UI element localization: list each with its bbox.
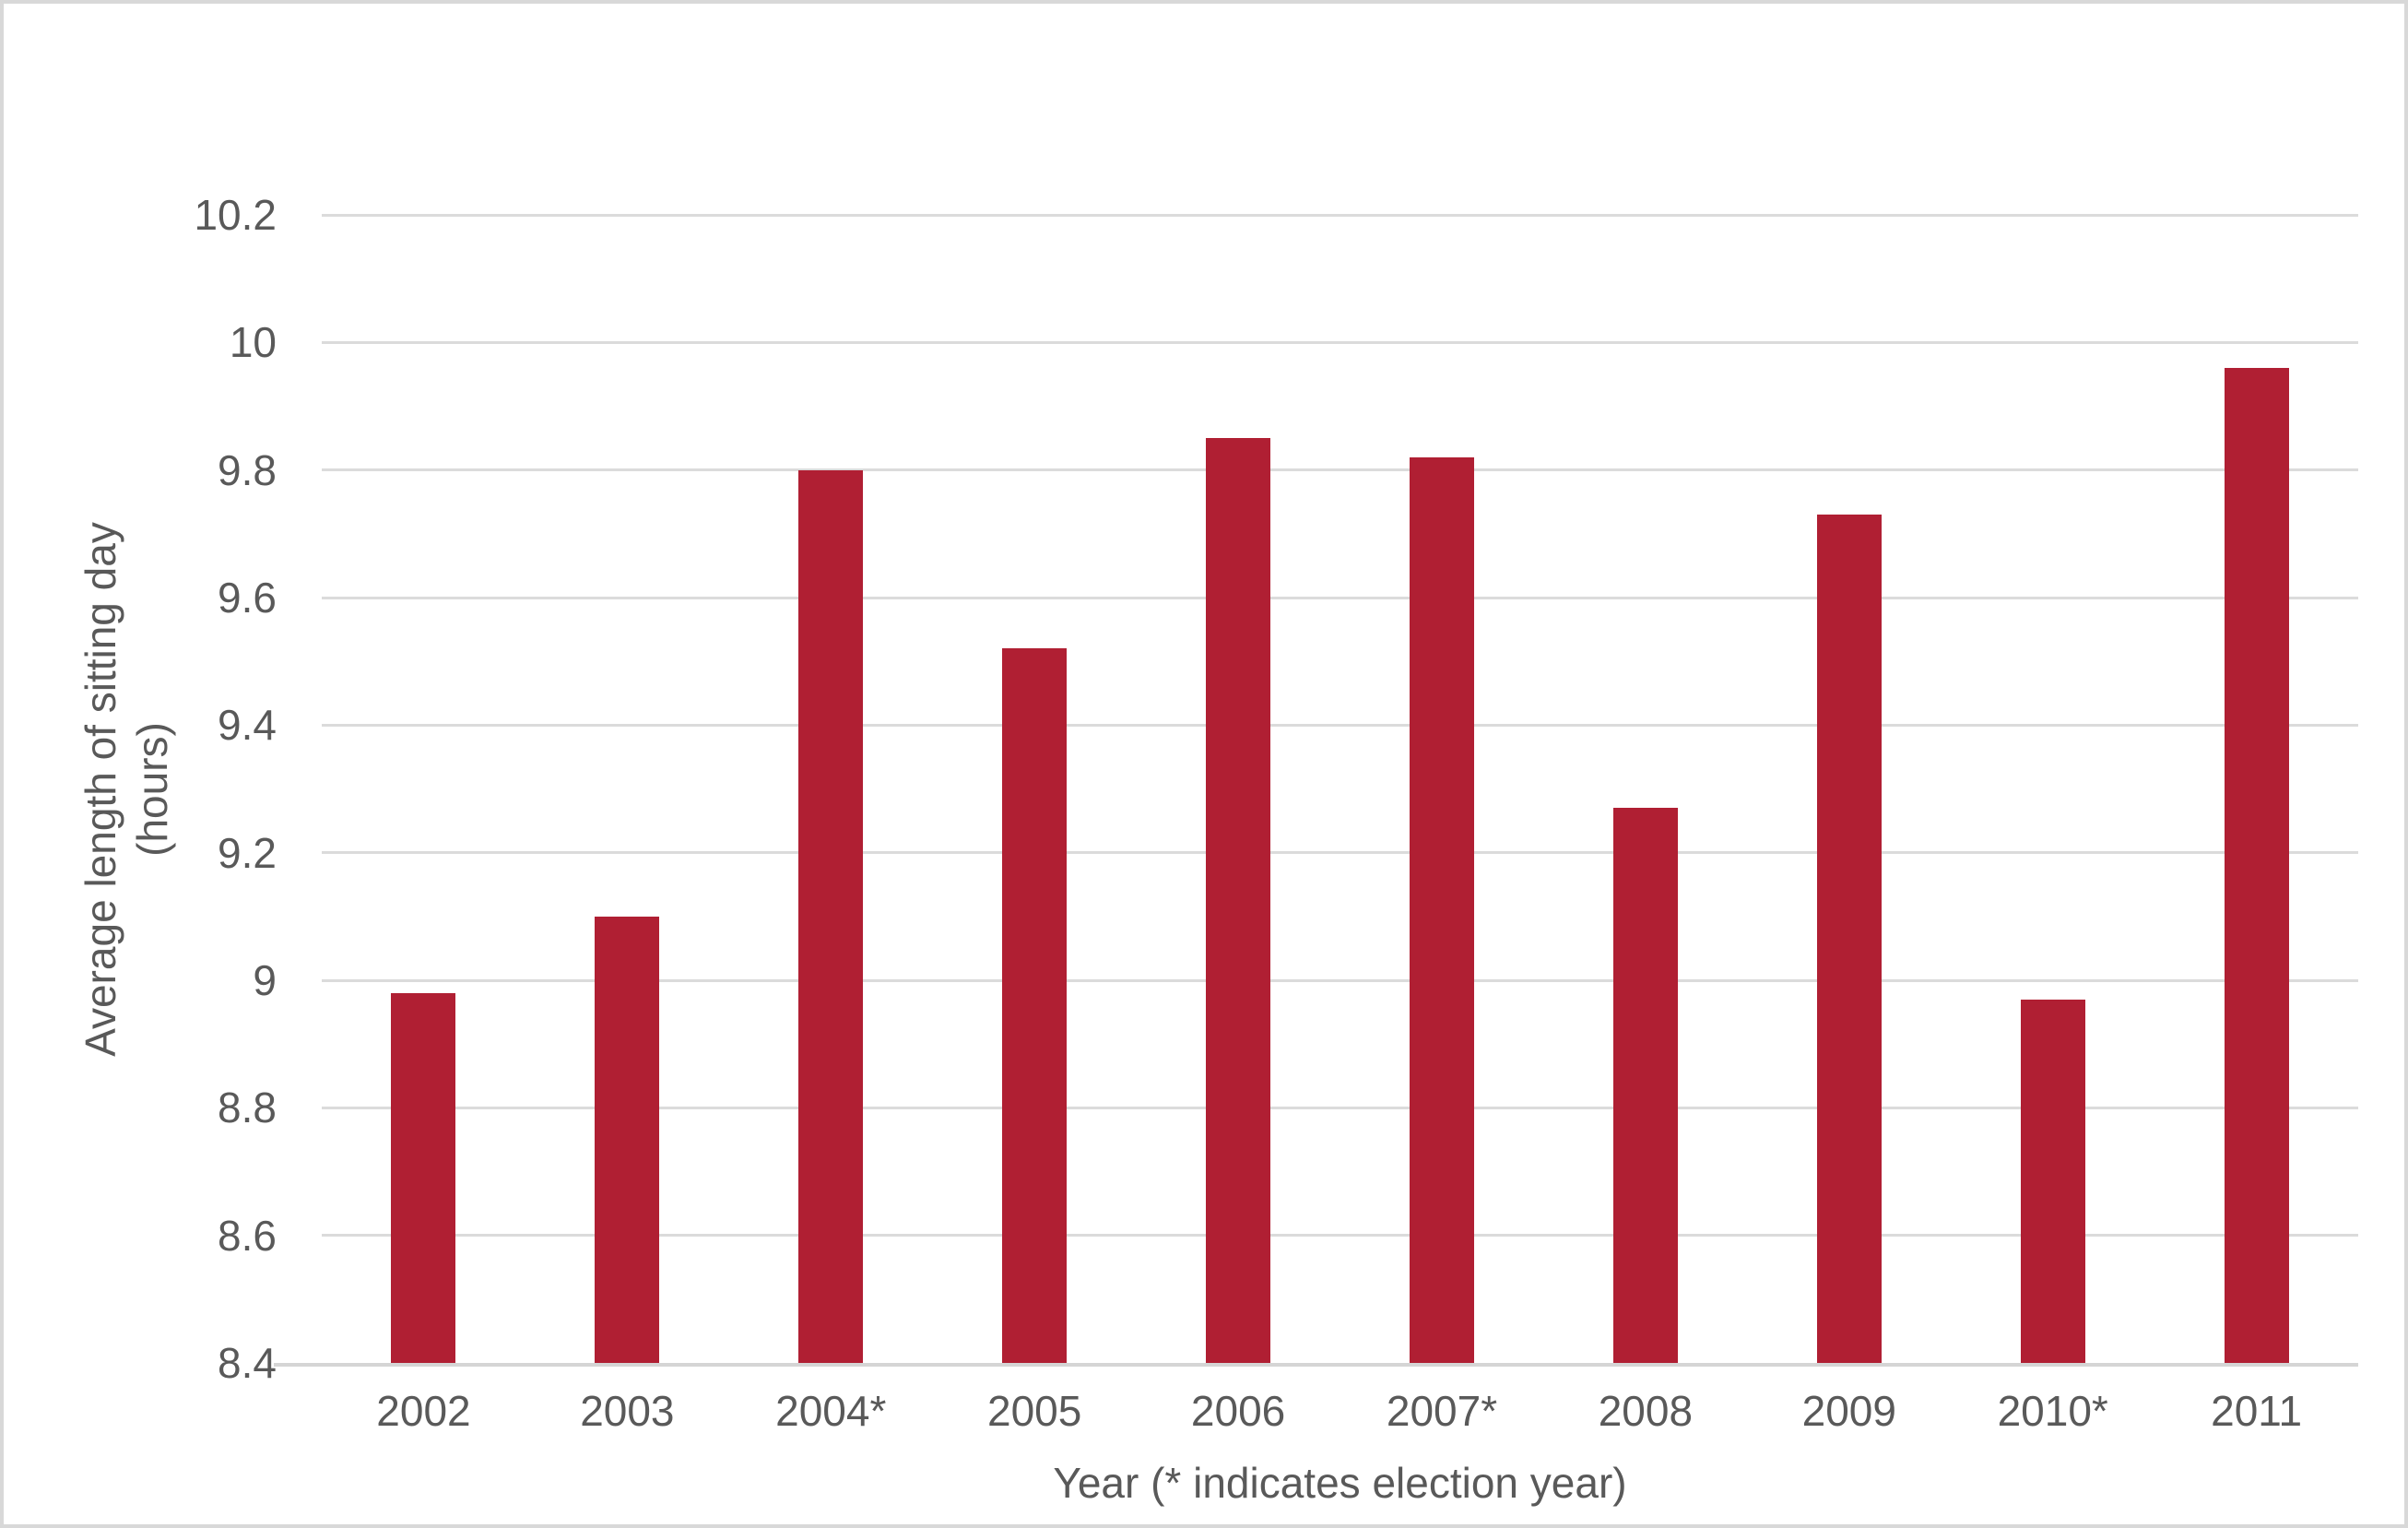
gridline <box>322 1106 2358 1109</box>
x-tick-label: 2005 <box>987 1387 1082 1435</box>
bar-2009 <box>1816 515 1882 1363</box>
gridline <box>322 851 2358 855</box>
gridline <box>322 213 2358 217</box>
gridline <box>322 978 2358 982</box>
bar-slot <box>1340 215 1544 1363</box>
y-tick-label: 10 <box>229 318 277 367</box>
plot-area <box>322 213 2358 1363</box>
bar-2004* <box>798 469 864 1363</box>
x-tick-label: 2002 <box>376 1387 471 1435</box>
x-tick-label: 2004* <box>775 1387 887 1435</box>
y-tick-label: 9 <box>253 955 277 1004</box>
x-tick-label: 2008 <box>1598 1387 1694 1435</box>
gridline <box>322 468 2358 472</box>
bar-2011 <box>2224 368 2289 1363</box>
bar-slot <box>322 215 525 1363</box>
gridline <box>322 1234 2358 1238</box>
bar-2006 <box>1206 438 1271 1363</box>
bar-slot <box>729 215 933 1363</box>
bar-2002 <box>391 992 456 1363</box>
gridline <box>322 723 2358 727</box>
bar-slot <box>1543 215 1747 1363</box>
bar-2007* <box>1409 456 1474 1363</box>
x-tick-label: 2009 <box>1801 1387 1896 1435</box>
bar-slot <box>1747 215 1951 1363</box>
y-tick-label: 9.6 <box>218 573 277 622</box>
x-axis-title: Year (* indicates election year) <box>1053 1459 1627 1507</box>
x-tick-label: 2011 <box>2211 1387 2303 1435</box>
y-tick-label: 8.6 <box>218 1211 277 1260</box>
bar-slot <box>525 215 729 1363</box>
y-tick-label: 10.2 <box>194 191 277 239</box>
bar-2003 <box>595 916 660 1363</box>
gridline <box>322 340 2358 344</box>
x-axis-line <box>274 1363 2358 1367</box>
bar-slot <box>1137 215 1340 1363</box>
x-axis-tick-labels: 2002 2003 2004* 2005 2006 2007* 2008 2009 2010* 2… <box>322 1387 2358 1435</box>
bar-slot <box>933 215 1137 1363</box>
gridline <box>322 596 2358 599</box>
bar-2008 <box>1612 808 1678 1363</box>
y-tick-label: 9.4 <box>218 701 277 750</box>
bar-2005 <box>1002 648 1068 1363</box>
y-tick-label: 9.2 <box>218 828 277 877</box>
x-tick-label: 2007* <box>1386 1387 1498 1435</box>
y-tick-label: 8.8 <box>218 1084 277 1132</box>
y-tick-label: 8.4 <box>218 1339 277 1387</box>
y-tick-label: 9.8 <box>218 445 277 494</box>
x-tick-label: 2006 <box>1190 1387 1286 1435</box>
bar-2010* <box>2020 999 2085 1363</box>
x-tick-label: 2010* <box>1997 1387 2108 1435</box>
y-axis-tick-labels: 8.4 8.6 8.8 9 9.2 9.4 9.6 9.8 10 10.2 <box>4 191 277 1387</box>
bar-slot <box>2154 215 2358 1363</box>
x-tick-label: 2003 <box>580 1387 675 1435</box>
bar-slot <box>1951 215 2154 1363</box>
